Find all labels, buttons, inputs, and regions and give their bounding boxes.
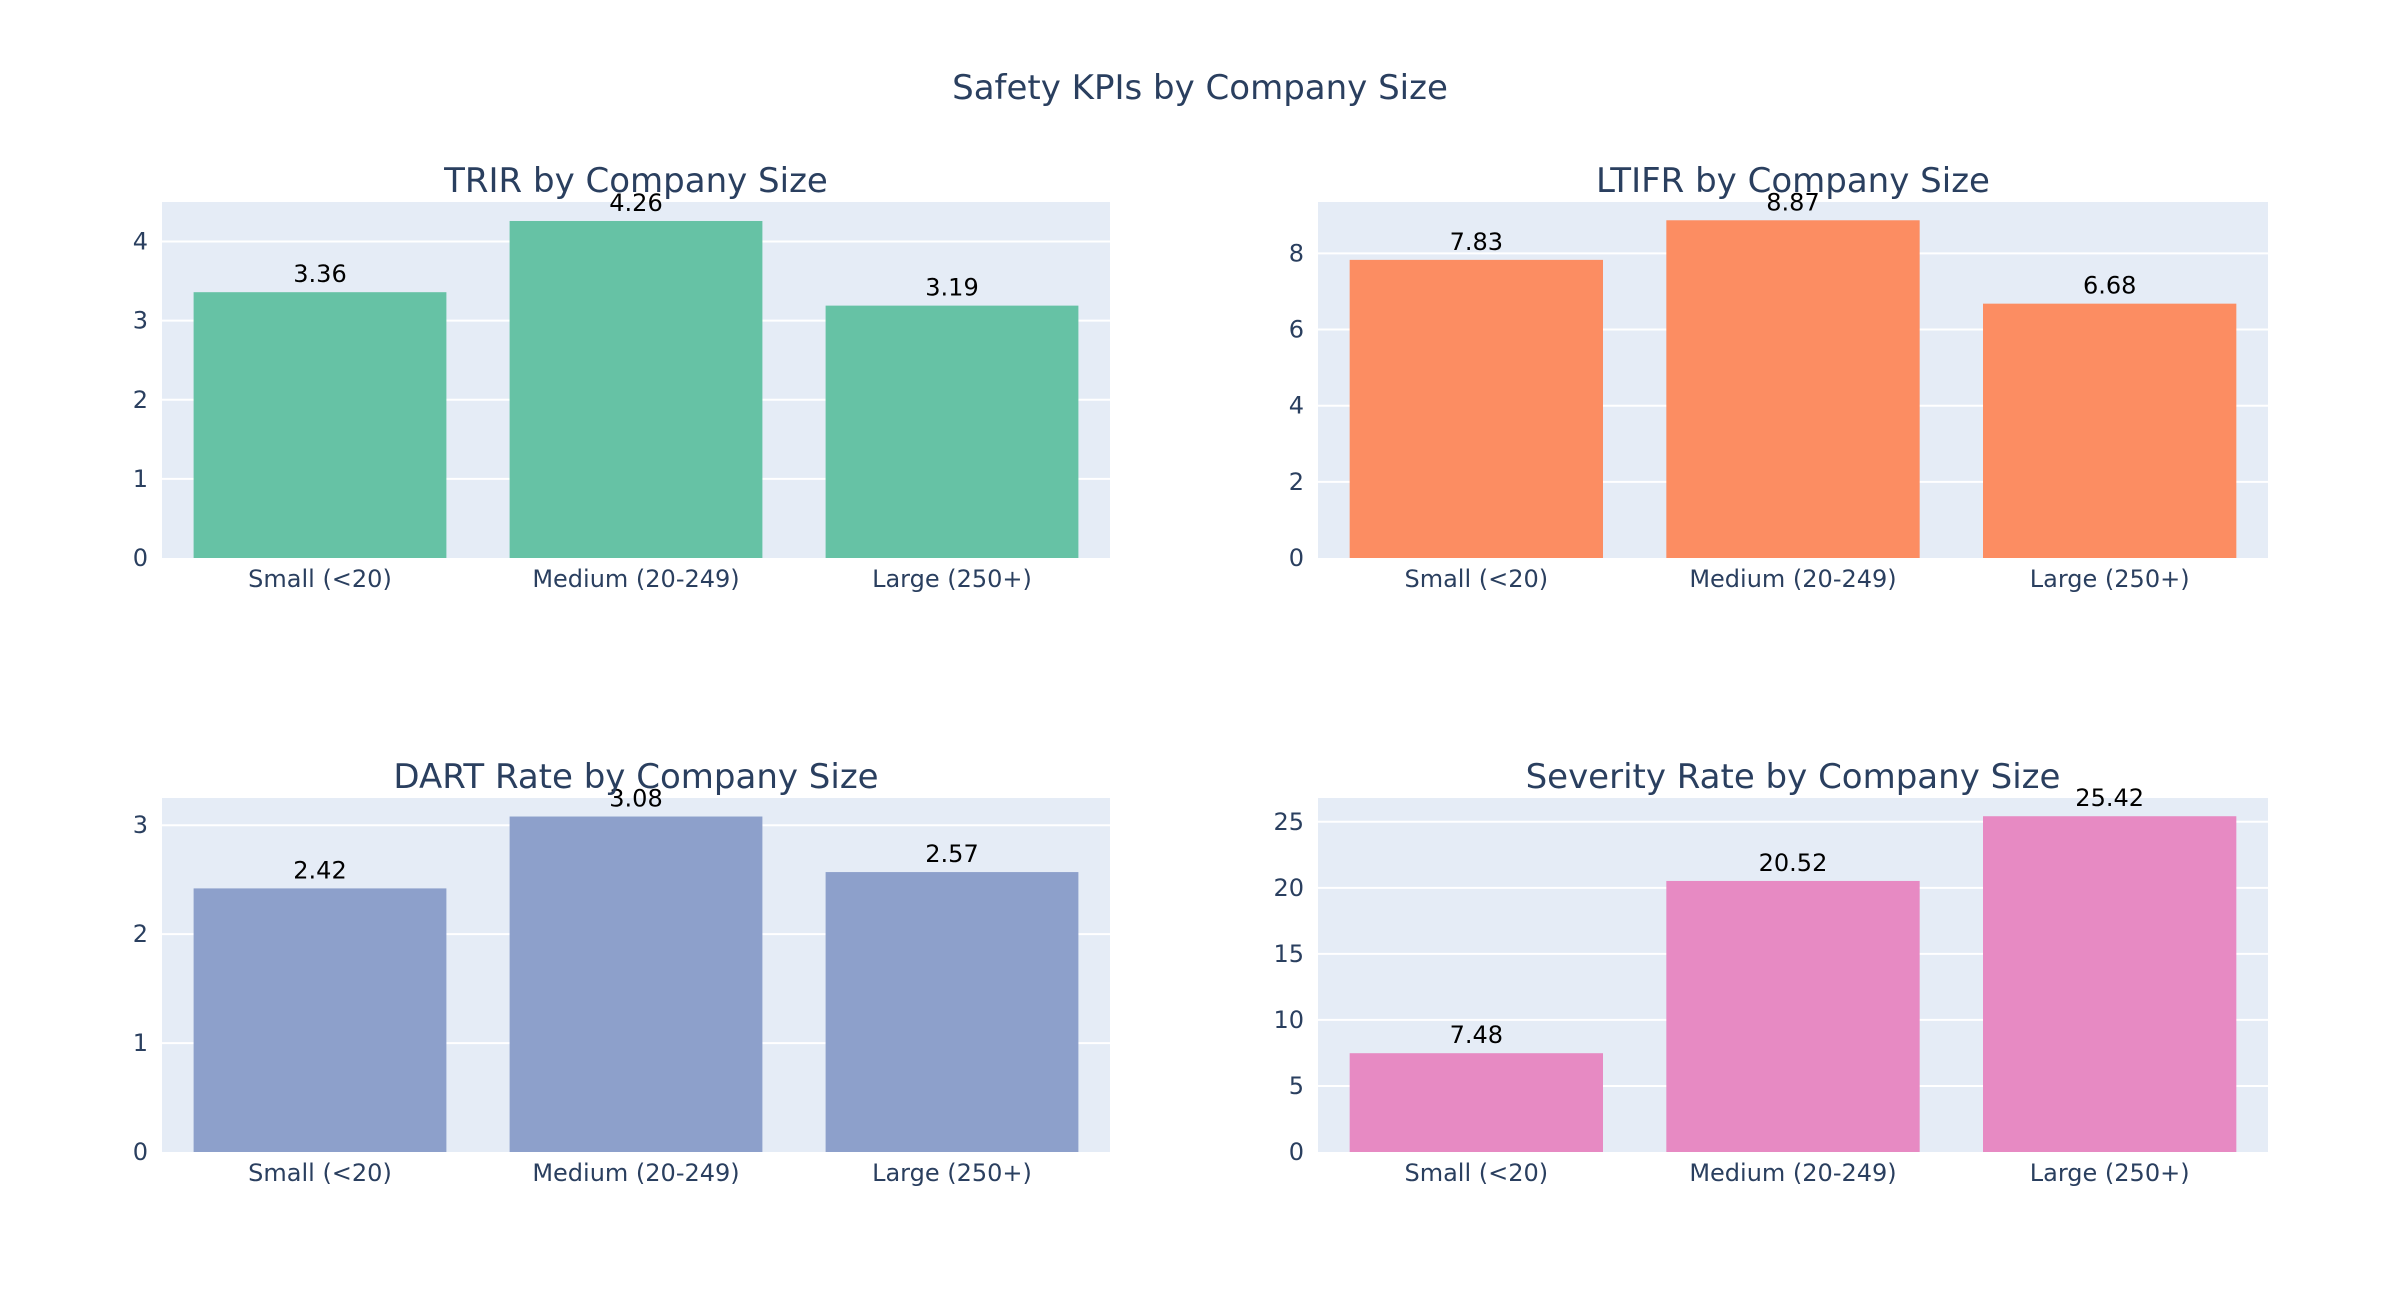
severity-x-tick-label: Large (250+): [2030, 1159, 2190, 1187]
severity-bar: [1349, 1053, 1603, 1152]
trir-x-tick-label: Small (<20): [248, 565, 392, 593]
dart-bar: [825, 872, 1079, 1152]
severity-subplot-title: Severity Rate by Company Size: [1526, 757, 2061, 797]
severity-y-tick-label: 25: [1273, 808, 1304, 836]
trir-subplot: 0 1 2 3 4 3.36 Small (<20) 4.26 Medium (20-249) 3…: [133, 161, 1110, 593]
dart-y-tick-label: 3: [133, 811, 148, 839]
trir-x-tick-label: Large (250+): [872, 565, 1032, 593]
ltifr-bar: [1349, 259, 1603, 558]
dart-bar-value-label: 3.08: [609, 785, 662, 813]
severity-y-tick-label: 0: [1289, 1138, 1304, 1166]
severity-y-tick-label: 5: [1289, 1072, 1304, 1100]
ltifr-y-tick-label: 0: [1289, 544, 1304, 572]
dart-x-tick-label: Large (250+): [872, 1159, 1032, 1187]
trir-y-tick-label: 3: [133, 307, 148, 335]
trir-bar-value-label: 3.36: [293, 260, 346, 288]
dart-y-tick-label: 1: [133, 1029, 148, 1057]
trir-bar: [193, 292, 447, 558]
trir-y-tick-label: 2: [133, 386, 148, 414]
trir-bar-value-label: 4.26: [609, 189, 662, 217]
severity-x-tick-label: Medium (20-249): [1689, 1159, 1896, 1187]
ltifr-y-tick-label: 2: [1289, 468, 1304, 496]
severity-bar-value-label: 20.52: [1759, 849, 1828, 877]
dart-subplot-title: DART Rate by Company Size: [393, 757, 878, 797]
trir-y-tick-label: 1: [133, 465, 148, 493]
trir-bar: [509, 220, 763, 558]
dart-bar-value-label: 2.42: [293, 856, 346, 884]
subplots-container: 0 1 2 3 4 3.36 Small (<20) 4.26 Medium (20-249) 3…: [133, 161, 2268, 1187]
dart-bar: [509, 816, 763, 1152]
severity-bar-value-label: 7.48: [1450, 1021, 1503, 1049]
severity-bar-value-label: 25.42: [2075, 784, 2144, 812]
ltifr-x-tick-label: Medium (20-249): [1689, 565, 1896, 593]
dart-x-tick-label: Small (<20): [248, 1159, 392, 1187]
severity-subplot: 0 5 10 15 20 25 7.48 Small (<20) 20.52 Medium (20…: [1273, 757, 2268, 1187]
ltifr-x-tick-label: Small (<20): [1404, 565, 1548, 593]
ltifr-y-tick-label: 8: [1289, 239, 1304, 267]
ltifr-subplot: 0 2 4 6 8 7.83 Small (<20) 8.87 Medium (20-249) 6…: [1289, 161, 2268, 593]
trir-x-tick-label: Medium (20-249): [532, 565, 739, 593]
dart-bar: [193, 888, 447, 1152]
severity-y-tick-label: 20: [1273, 874, 1304, 902]
trir-y-tick-label: 0: [133, 544, 148, 572]
trir-subplot-title: TRIR by Company Size: [443, 161, 828, 201]
severity-y-tick-label: 10: [1273, 1006, 1304, 1034]
dart-x-tick-label: Medium (20-249): [532, 1159, 739, 1187]
dart-y-tick-label: 0: [133, 1138, 148, 1166]
trir-bar-value-label: 3.19: [925, 274, 978, 302]
ltifr-bar: [1983, 303, 2237, 558]
ltifr-bar-value-label: 7.83: [1450, 228, 1503, 256]
severity-x-tick-label: Small (<20): [1404, 1159, 1548, 1187]
severity-bar: [1666, 880, 1920, 1152]
ltifr-subplot-title: LTIFR by Company Size: [1596, 161, 1990, 201]
severity-y-tick-label: 15: [1273, 940, 1304, 968]
trir-bar: [825, 305, 1079, 558]
dart-y-tick-label: 2: [133, 920, 148, 948]
ltifr-bar-value-label: 6.68: [2083, 272, 2136, 300]
trir-y-tick-label: 4: [133, 228, 148, 256]
ltifr-y-tick-label: 4: [1289, 392, 1304, 420]
ltifr-bar: [1666, 220, 1920, 558]
chart-title: Safety KPIs by Company Size: [952, 68, 1448, 108]
dart-subplot: 0 1 2 3 2.42 Small (<20) 3.08 Medium (20-249) 2.…: [133, 757, 1110, 1187]
severity-bar: [1983, 816, 2237, 1152]
ltifr-y-tick-label: 6: [1289, 316, 1304, 344]
dart-bar-value-label: 2.57: [925, 840, 978, 868]
ltifr-x-tick-label: Large (250+): [2030, 565, 2190, 593]
ltifr-bar-value-label: 8.87: [1766, 188, 1819, 216]
